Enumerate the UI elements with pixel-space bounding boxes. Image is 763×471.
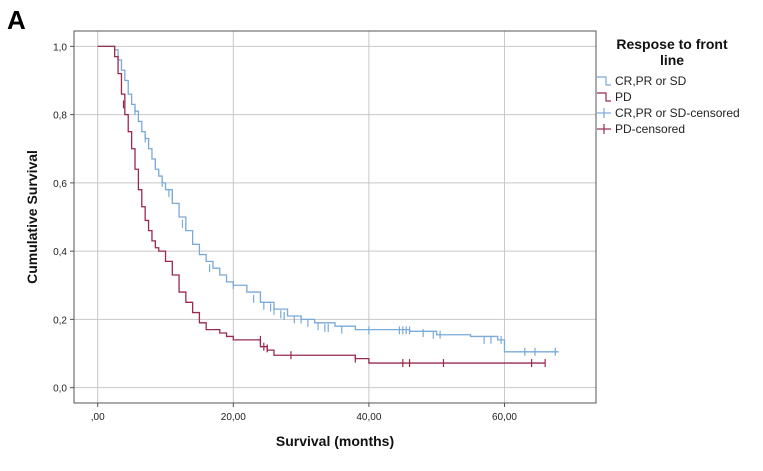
y-axis-ticks: 0,0 0,2 0,4 0,6 0,8 1,0 [53,42,74,395]
legend-title-line2: line [660,52,684,68]
legend-entry: PD-censored [597,122,685,136]
y-tick-label: 0,2 [53,315,67,326]
legend-title-line1: Respose to front [616,36,728,52]
censor-markers [122,100,556,368]
y-tick-label: 0,4 [53,247,67,258]
plot-frame [73,30,597,404]
y-tick-label: 1,0 [53,42,67,53]
legend-line-swatch [597,92,611,102]
legend-label: CR,PR or SD [615,74,687,88]
x-tick-label: ,00 [91,412,105,423]
x-axis-title: Survival (months) [276,433,394,449]
x-tick-label: 60,00 [492,412,517,423]
legend-label: PD-censored [615,122,685,136]
x-tick-label: 20,00 [221,412,246,423]
y-tick-label: 0,6 [53,179,67,190]
panel-label: A [7,5,26,35]
grid-lines [74,31,596,403]
y-axis-title: Cumulative Survival [24,150,40,284]
y-tick-label: 0,0 [53,384,67,395]
y-tick-label: 0,8 [53,111,67,122]
x-axis-ticks: ,00 20,00 40,00 60,00 [91,403,517,423]
series-line-pd [97,45,546,364]
legend-entry: CR,PR or SD-censored [597,106,740,120]
legend: Respose to front line CR,PR or SDPDCR,PR… [597,36,740,136]
legend-items: CR,PR or SD PD CR,PR or SD-censored PD-cens… [597,74,740,136]
x-tick-label: 40,00 [356,412,381,423]
legend-entry: PD [597,90,632,104]
legend-label: CR,PR or SD-censored [615,106,740,120]
legend-line-swatch [597,76,611,86]
legend-label: PD [615,90,632,104]
series-layer [97,45,559,364]
series-line-cr-pr-or-sd [97,45,559,353]
legend-entry: CR,PR or SD [597,74,687,88]
